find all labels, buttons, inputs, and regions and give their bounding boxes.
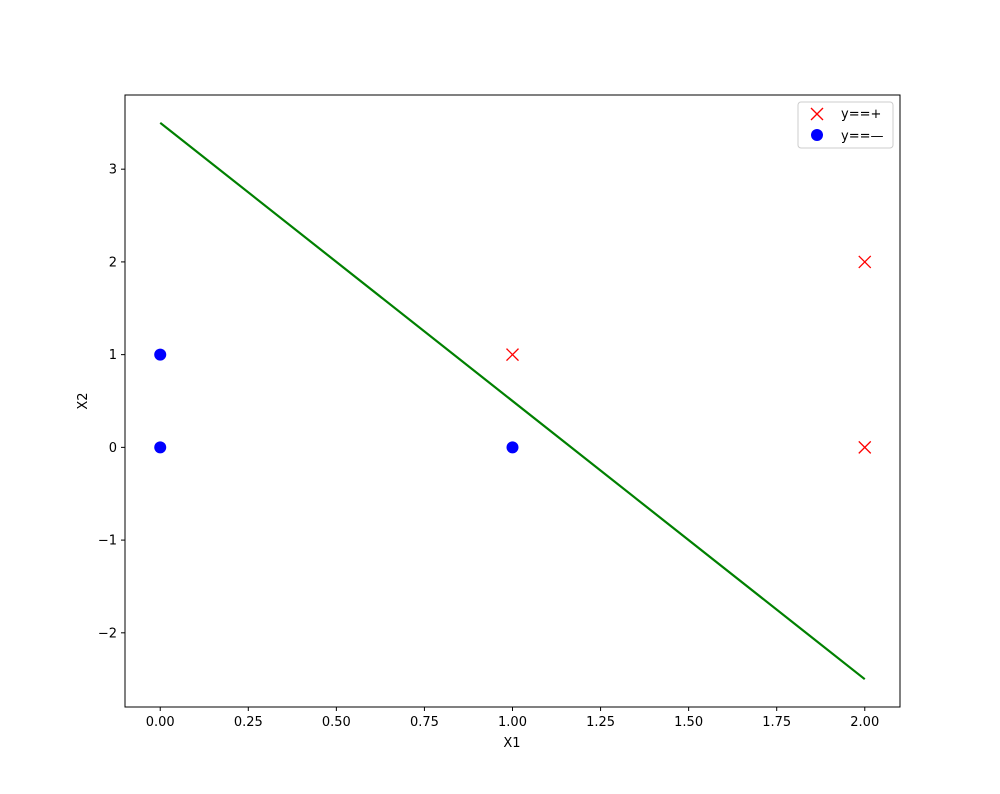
x-axis-label: X1 <box>503 736 520 751</box>
legend-label-plus: y==+ <box>841 107 881 122</box>
legend-x-icon <box>810 107 824 121</box>
legend: y==+ y==— <box>797 101 894 149</box>
x-tick-label: 2.00 <box>850 715 879 730</box>
data-point-minus <box>506 441 519 454</box>
x-tick-label: 0.75 <box>410 715 439 730</box>
x-tick-label: 1.50 <box>674 715 703 730</box>
y-tick-label: −2 <box>98 626 117 641</box>
x-tick-label: 0.25 <box>234 715 263 730</box>
y-tick-label: 2 <box>109 255 117 270</box>
y-tick-label: 0 <box>109 441 117 456</box>
data-point-plus <box>506 348 519 362</box>
x-tick-label: 1.00 <box>498 715 527 730</box>
x-tick-label: 1.75 <box>762 715 791 730</box>
y-axis-label: X2 <box>76 392 91 409</box>
legend-dot-icon <box>811 129 823 141</box>
legend-marker-plus <box>810 107 824 121</box>
data-point-plus <box>858 440 872 454</box>
decision-line <box>159 121 866 681</box>
data-point-plus <box>858 255 872 269</box>
y-tick-label: 3 <box>109 163 117 178</box>
legend-marker-minus <box>811 129 823 141</box>
x-tick-label: 0.00 <box>146 715 175 730</box>
data-point-minus <box>154 441 167 454</box>
y-tick-label: −1 <box>98 534 117 549</box>
ticks: 0.00 0.25 0.50 0.75 1.00 1.25 1.50 1.75 2.00 −2 −1… <box>98 163 879 730</box>
legend-label-minus: y==— <box>841 129 883 144</box>
data-point-minus <box>154 348 167 361</box>
x-tick-label: 1.25 <box>586 715 615 730</box>
y-tick-label: 1 <box>109 348 117 363</box>
plot-area <box>154 121 872 681</box>
x-tick-label: 0.50 <box>322 715 351 730</box>
